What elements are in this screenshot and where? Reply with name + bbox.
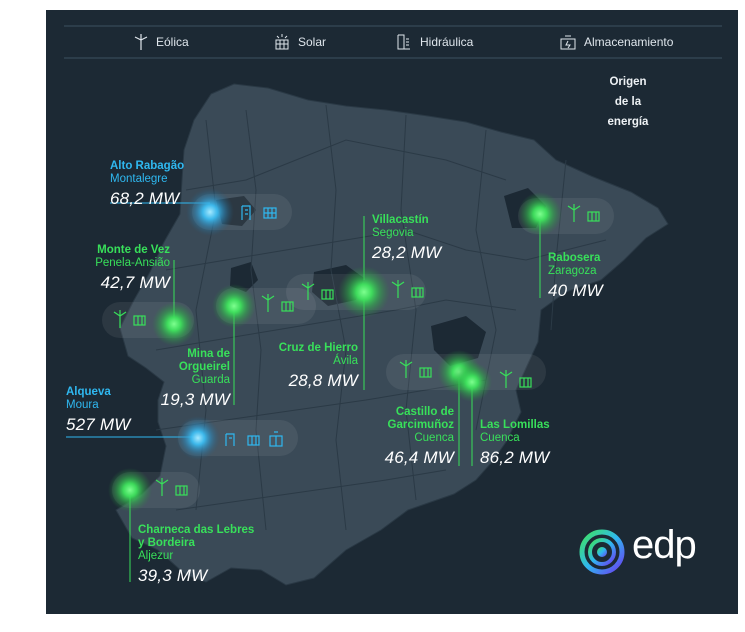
site-name: Mina de (187, 348, 230, 360)
solar-icon (281, 301, 294, 312)
solar-icon (247, 435, 260, 446)
site-place: Cuenca (414, 432, 454, 444)
edp-logo-icon (579, 529, 625, 575)
wind-icon (155, 478, 169, 496)
legend-solar: Solar (274, 32, 326, 52)
site-capacity: 42,7 MW (100, 273, 170, 292)
site-icons (113, 204, 600, 496)
legend-solar-label: Solar (298, 35, 327, 49)
site-capacity: 86,2 MW (480, 448, 550, 467)
origin-title: Origen de la energía (586, 72, 670, 132)
site-name: Rabosera (548, 252, 601, 264)
wind-icon (567, 204, 581, 222)
site-alqueva: Alqueva Moura 527 MW (66, 386, 131, 435)
site-place: Aljezur (138, 550, 174, 562)
site-name: Monte de Vez (97, 244, 170, 256)
site-castillo-de-garcimunoz: Castillo de Garcimuñoz Cuenca 46,4 MW (368, 406, 454, 468)
site-mina-de-orgueirel: Mina de Orgueirel Guarda 19,3 MW (152, 348, 230, 410)
wind-icon (391, 280, 405, 298)
marker-villacastin-cruz (338, 266, 390, 318)
map-panel: Eólica Solar Hidráulica Almacenamiento O… (46, 10, 738, 614)
site-place: Guarda (191, 374, 230, 386)
legend-wind-label: Eólica (156, 35, 189, 49)
marker-monte-de-vez (152, 302, 196, 346)
origin-line-1: Origen (609, 76, 647, 88)
hydro-icon (225, 433, 235, 446)
site-capacity: 68,2 MW (110, 189, 180, 208)
marker-alto-rabagao (186, 188, 234, 236)
site-capacity: 46,4 MW (384, 448, 454, 467)
solar-icon (519, 377, 532, 388)
origin-line-3: energía (607, 116, 649, 128)
site-name-line-2: Garcimuñoz (387, 419, 454, 431)
site-place: Penela-Ansião (95, 257, 170, 269)
legend-storage-label: Almacenamiento (584, 35, 674, 49)
edp-logo-text: edp (632, 523, 697, 567)
site-capacity: 527 MW (66, 415, 131, 434)
site-capacity: 40 MW (548, 281, 603, 300)
origin-line-2: de la (614, 96, 642, 108)
site-name: Alto Rabagão (110, 160, 185, 172)
site-rabosera: Rabosera Zaragoza 40 MW (548, 252, 603, 301)
solar-icon (275, 34, 289, 50)
legend-wind: Eólica (134, 32, 189, 52)
solar-icon (419, 367, 432, 378)
marker-rabosera (518, 192, 562, 236)
site-name: Villacastín (372, 214, 429, 226)
site-name: Las Lomillas (480, 419, 550, 431)
hydro-icon (241, 205, 251, 220)
wind-icon (301, 282, 315, 300)
wind-icon (113, 310, 127, 328)
wind-icon (499, 370, 513, 388)
solar-icon (133, 315, 146, 326)
solar-icon (587, 211, 600, 222)
wind-icon (134, 34, 148, 50)
marker-alqueva (176, 416, 220, 460)
wind-icon (399, 360, 413, 378)
storage-icon (269, 431, 283, 447)
site-place: Montalegre (110, 173, 168, 185)
site-alto-rabagao: Alto Rabagão Montalegre 68,2 MW (110, 160, 184, 209)
site-las-lomillas: Las Lomillas Cuenca 86,2 MW (480, 419, 550, 468)
legend-storage: Almacenamiento (560, 32, 673, 52)
site-capacity: 19,3 MW (160, 390, 230, 409)
site-place: Zaragoza (548, 265, 597, 277)
site-capacity: 28,8 MW (288, 371, 358, 390)
site-name: Charneca das Lebres (138, 524, 255, 536)
marker-las-lomillas (452, 362, 492, 402)
site-cruz-de-hierro: Cruz de Hierro Ávila 28,8 MW (266, 342, 358, 391)
site-name-line-2: y Bordeira (138, 537, 195, 549)
site-place: Segovia (372, 227, 414, 239)
wind-icon (261, 294, 275, 312)
site-charneca: Charneca das Lebres y Bordeira Aljezur 3… (138, 524, 254, 586)
marker-charneca (108, 468, 152, 512)
site-name: Castillo de (395, 406, 454, 418)
site-villacastin: Villacastín Segovia 28,2 MW (372, 214, 441, 263)
solar-icon (411, 287, 424, 298)
site-capacity: 39,3 MW (138, 566, 208, 585)
solar-icon (175, 485, 188, 496)
storage-icon (560, 35, 576, 50)
iberia-map (64, 25, 722, 586)
site-place: Ávila (333, 355, 358, 367)
province-borders (155, 104, 607, 531)
marker-mina-de-orgueirel (212, 284, 256, 328)
site-monte-de-vez: Monte de Vez Penela-Ansião 42,7 MW (80, 244, 170, 293)
site-markers (108, 188, 562, 512)
site-place: Moura (66, 399, 99, 411)
hydro-icon (397, 34, 410, 50)
site-place: Cuenca (480, 432, 520, 444)
solar-icon (263, 207, 277, 219)
site-name-line-2: Orgueirel (178, 361, 230, 373)
solar-icon (321, 289, 334, 300)
site-name: Cruz de Hierro (278, 342, 358, 354)
legend-hydro-label: Hidráulica (420, 35, 474, 49)
site-capacity: 28,2 MW (372, 243, 442, 262)
dark-region-4 (431, 316, 486, 366)
legend-hydro: Hidráulica (396, 32, 473, 52)
site-name: Alqueva (66, 386, 111, 398)
